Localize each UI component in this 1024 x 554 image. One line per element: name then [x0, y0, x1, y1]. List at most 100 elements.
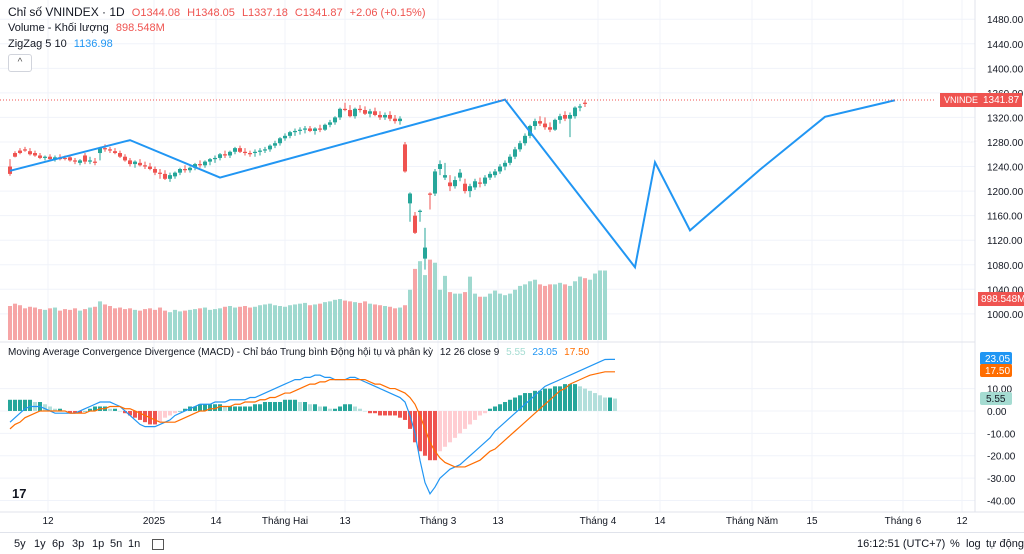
macd-axis[interactable]: 10.00 0.00 -10.00 -20.00 -30.00 -40.00 [987, 385, 1016, 508]
auto-toggle[interactable]: tự động [986, 538, 1024, 550]
candle [483, 175, 487, 187]
volume-bar [128, 308, 132, 340]
volume-bar [593, 273, 597, 340]
volume-bar [228, 306, 232, 340]
volume-bar [293, 304, 297, 340]
volume-bar [233, 307, 237, 340]
candle [273, 140, 277, 149]
macd-tick: -20.00 [987, 452, 1016, 463]
price-tick: 1000.00 [987, 310, 1024, 321]
histogram-bar [238, 406, 242, 411]
time-tick: Tháng Năm [726, 516, 778, 527]
histogram-bar [203, 404, 207, 411]
volume-legend[interactable]: Volume - Khối lượng 898.548M [8, 22, 169, 34]
volume-bar [553, 284, 557, 340]
candle [413, 211, 417, 235]
candle [283, 133, 287, 141]
candle [338, 107, 342, 120]
candle [308, 126, 312, 133]
candle [8, 159, 12, 176]
candle [513, 146, 517, 160]
histogram-bar [308, 404, 312, 411]
volume-bar [288, 305, 292, 340]
volume-bar [488, 293, 492, 340]
candle [98, 146, 102, 161]
zigzag-legend[interactable]: ZigZag 5 10 1136.98 [8, 38, 117, 50]
calendar-icon[interactable] [152, 539, 164, 550]
collapse-legend-button[interactable]: ^ [8, 54, 32, 72]
signal-line [9, 371, 615, 468]
volume-bar [138, 310, 142, 340]
time-axis[interactable]: 12 2025 14 Tháng Hai 13 Tháng 3 13 Tháng 4 14 Thá… [42, 516, 968, 527]
volume-bar [218, 308, 222, 340]
volume-bar [333, 299, 337, 340]
time-tick: 12 [956, 516, 968, 527]
macd-histogram [8, 384, 617, 461]
histogram-bar [378, 410, 382, 416]
histogram-bar [568, 384, 572, 411]
chart-canvas[interactable]: 1480.001440.001400.001360.001320.001280.… [0, 0, 1024, 532]
histogram-bar [448, 410, 452, 443]
hist-tag-value: 5.55 [986, 394, 1006, 405]
volume-bar [48, 308, 52, 340]
histogram-bar [613, 398, 617, 411]
range-1y[interactable]: 1y [34, 538, 46, 550]
histogram-bar [433, 410, 437, 461]
range-1m[interactable]: 1p [92, 538, 105, 550]
candle [263, 146, 267, 154]
volume-bar [548, 284, 552, 340]
volume-bar [8, 306, 12, 340]
candle [258, 148, 262, 156]
symbol-title[interactable]: Chỉ số VNINDEX · 1D [8, 5, 125, 19]
volume-bar [58, 310, 62, 340]
volume-bar [563, 284, 567, 340]
volume-bar [368, 303, 372, 340]
histogram-bar [123, 410, 127, 414]
volume-bar [578, 276, 582, 340]
clock-time[interactable]: 16:12:51 (UTC+7) [857, 538, 946, 550]
range-6m[interactable]: 6p [52, 538, 65, 550]
macd-tick: -30.00 [987, 474, 1016, 485]
histogram-bar [48, 406, 52, 411]
candle [453, 176, 457, 189]
candle [578, 103, 582, 112]
histogram-bar [533, 390, 537, 411]
histogram-bar [578, 386, 582, 411]
range-3m[interactable]: 3p [72, 538, 85, 550]
candle [403, 141, 407, 173]
histogram-bar [443, 410, 447, 447]
histogram-bar [293, 399, 297, 411]
histogram-bar [393, 410, 397, 416]
candle [293, 128, 297, 136]
histogram-bar [278, 402, 282, 411]
candle [378, 111, 382, 120]
range-5d[interactable]: 5n [110, 538, 123, 550]
histogram-bar [338, 406, 342, 411]
volume-bar [543, 285, 547, 340]
range-5y[interactable]: 5y [14, 538, 26, 550]
price-tick: 1200.00 [987, 187, 1024, 198]
histogram-bar [563, 384, 567, 411]
macd-legend[interactable]: Moving Average Convergence Divergence (M… [8, 347, 593, 358]
volume-bar [558, 282, 562, 340]
legend-high: H1348.05 [187, 7, 235, 19]
volume-bars [8, 259, 607, 340]
candle [388, 111, 392, 122]
candle [448, 175, 452, 192]
histogram-bar [268, 402, 272, 411]
price-axis[interactable]: 1480.001440.001400.001360.001320.001280.… [987, 15, 1024, 321]
candle [33, 150, 37, 157]
last-price-value: 1341.87 [983, 95, 1020, 106]
volume-bar [273, 305, 277, 340]
range-1d[interactable]: 1n [128, 538, 141, 550]
percent-toggle[interactable]: % [950, 538, 960, 550]
candle [78, 159, 82, 166]
histogram-bar [328, 408, 332, 411]
candle [533, 118, 537, 130]
tradingview-logo-icon[interactable]: 17 [12, 486, 27, 501]
histogram-bar [173, 410, 177, 414]
histogram-bar [458, 410, 462, 434]
candle [253, 149, 257, 157]
log-toggle[interactable]: log [966, 538, 981, 550]
candlesticks [8, 100, 587, 270]
